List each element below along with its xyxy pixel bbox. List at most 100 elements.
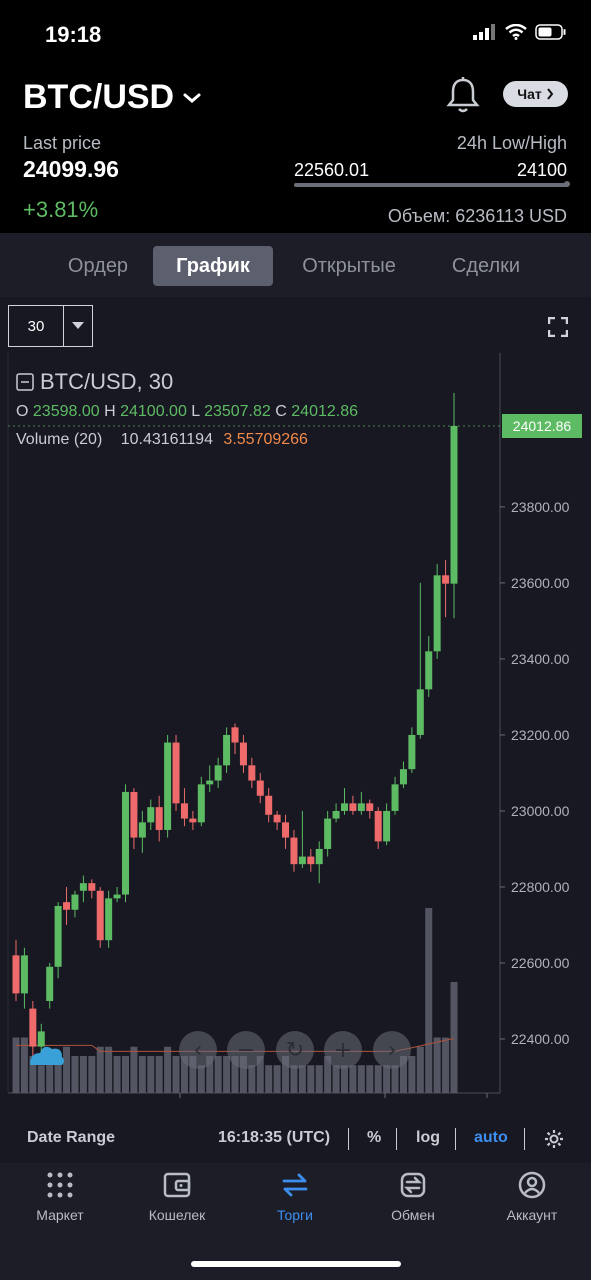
nav-market[interactable]: Маркет: [5, 1171, 115, 1223]
volume-bar: [358, 1065, 365, 1093]
candle-body: [181, 803, 188, 818]
candle-body: [156, 807, 163, 830]
status-time: 19:18: [45, 22, 101, 48]
market-header: BTC/USD Чат Last price 24099.96 +3.81% 2…: [0, 70, 591, 235]
scroll-left-icon[interactable]: ‹: [179, 1031, 217, 1069]
candle-body: [88, 883, 95, 891]
volume-legend: Volume (20) 10.43161194 3.55709266: [16, 431, 308, 449]
auto-toggle[interactable]: auto: [474, 1129, 508, 1147]
candle-body: [164, 743, 171, 830]
candle-body: [240, 743, 247, 766]
utc-time[interactable]: 16:18:35 (UTC): [218, 1129, 330, 1147]
volume-bar: [349, 1065, 356, 1093]
battery-icon: [535, 24, 567, 40]
chat-button[interactable]: Чат: [503, 81, 568, 107]
percent-toggle[interactable]: %: [367, 1129, 381, 1147]
scroll-right-icon[interactable]: ›: [373, 1031, 411, 1069]
candle-body: [274, 815, 281, 823]
candle-body: [55, 906, 62, 967]
volume-bar: [316, 1065, 323, 1093]
chart-area[interactable]: 30 23800.00 23600.00 23400.00 23200.00 23000…: [0, 297, 591, 1163]
candle-body: [400, 769, 407, 784]
nav-account[interactable]: Аккаунт: [477, 1171, 587, 1223]
candle-body: [122, 792, 129, 895]
volume-bar: [198, 1065, 205, 1093]
candle-body: [63, 902, 70, 910]
candle-body: [97, 891, 104, 940]
settings-gear-icon[interactable]: [544, 1129, 564, 1149]
candle-body: [434, 575, 441, 651]
y-tick-label: 22400.00: [511, 1031, 570, 1047]
volume-bar: [173, 1056, 180, 1093]
low-value-legend: 23507.82: [204, 403, 271, 420]
candle-body: [80, 883, 87, 891]
volume-bar: [139, 1056, 146, 1093]
tab-chart[interactable]: График: [153, 246, 273, 286]
volume-bar: [274, 1065, 281, 1093]
candle-body: [139, 822, 146, 837]
nav-account-label: Аккаунт: [507, 1207, 558, 1223]
tab-trades[interactable]: Сделки: [430, 246, 542, 286]
nav-trade-label: Торги: [277, 1207, 313, 1223]
price-change: +3.81%: [23, 197, 98, 223]
zoom-in-icon[interactable]: +: [324, 1031, 362, 1069]
candle-body: [366, 803, 373, 811]
nav-market-label: Маркет: [36, 1207, 83, 1223]
candle-body: [21, 955, 28, 993]
fullscreen-icon[interactable]: [548, 317, 568, 337]
candle-body: [46, 967, 53, 1001]
nav-trade[interactable]: Торги: [240, 1171, 350, 1223]
status-icons: [473, 24, 567, 40]
volume-bar: [80, 1056, 87, 1093]
tab-order[interactable]: Ордер: [40, 246, 156, 286]
candlestick-chart[interactable]: 23800.00 23600.00 23400.00 23200.00 23000.00…: [0, 353, 591, 1103]
volume-bar: [248, 1065, 255, 1093]
date-range-button[interactable]: Date Range: [27, 1129, 115, 1147]
home-indicator: [191, 1261, 401, 1267]
candle-body: [341, 803, 348, 811]
tab-bar: Ордер График Открытые Сделки: [0, 233, 591, 297]
reset-icon[interactable]: ↻: [276, 1031, 314, 1069]
wallet-icon: [163, 1171, 191, 1199]
interval-selector[interactable]: 30: [8, 305, 93, 347]
candle-body: [232, 727, 239, 742]
tab-open[interactable]: Открытые: [285, 246, 413, 286]
y-tick-label: 23800.00: [511, 499, 570, 515]
high-label: H: [104, 403, 116, 420]
status-bar: 19:18: [0, 0, 591, 70]
candle-body: [198, 784, 205, 822]
high-value: 24100: [517, 160, 567, 181]
bell-icon[interactable]: [446, 76, 480, 114]
candle-body: [282, 822, 289, 837]
candle-body: [290, 838, 297, 865]
y-tick-label: 23400.00: [511, 651, 570, 667]
candle-body: [206, 781, 213, 785]
candle-body: [114, 895, 121, 899]
x-tick-label: 12:00: [366, 1101, 404, 1103]
nav-swap[interactable]: Обмен: [358, 1171, 468, 1223]
nav-wallet[interactable]: Кошелек: [122, 1171, 232, 1223]
svg-text:+: +: [334, 1038, 352, 1063]
log-toggle[interactable]: log: [416, 1129, 440, 1147]
last-price-badge-label: 24012.86: [513, 418, 572, 434]
y-tick-label: 22800.00: [511, 879, 570, 895]
volume-label: Volume (20): [16, 431, 102, 448]
volume-bar: [408, 1056, 415, 1093]
y-tick-label: 23200.00: [511, 727, 570, 743]
candle-body: [71, 895, 78, 910]
collapse-icon[interactable]: [16, 373, 34, 391]
candle-body: [307, 857, 314, 865]
volume-bar: [63, 1047, 70, 1093]
pair-selector[interactable]: BTC/USD: [23, 78, 202, 117]
zoom-out-icon[interactable]: −: [227, 1031, 265, 1069]
caret-down-icon: [72, 322, 84, 330]
volume-bar: [265, 1065, 272, 1093]
candle-body: [383, 811, 390, 841]
candle-body: [130, 792, 137, 838]
chart-logo-icon: [30, 1047, 64, 1065]
svg-text:↻: ↻: [286, 1038, 304, 1063]
volume-bar: [223, 1056, 230, 1093]
volume-value: 10.43161194: [121, 431, 213, 448]
exchange-arrows-icon: [281, 1171, 309, 1199]
trade-panel: Ордер График Открытые Сделки 30 23800.00…: [0, 233, 591, 1163]
